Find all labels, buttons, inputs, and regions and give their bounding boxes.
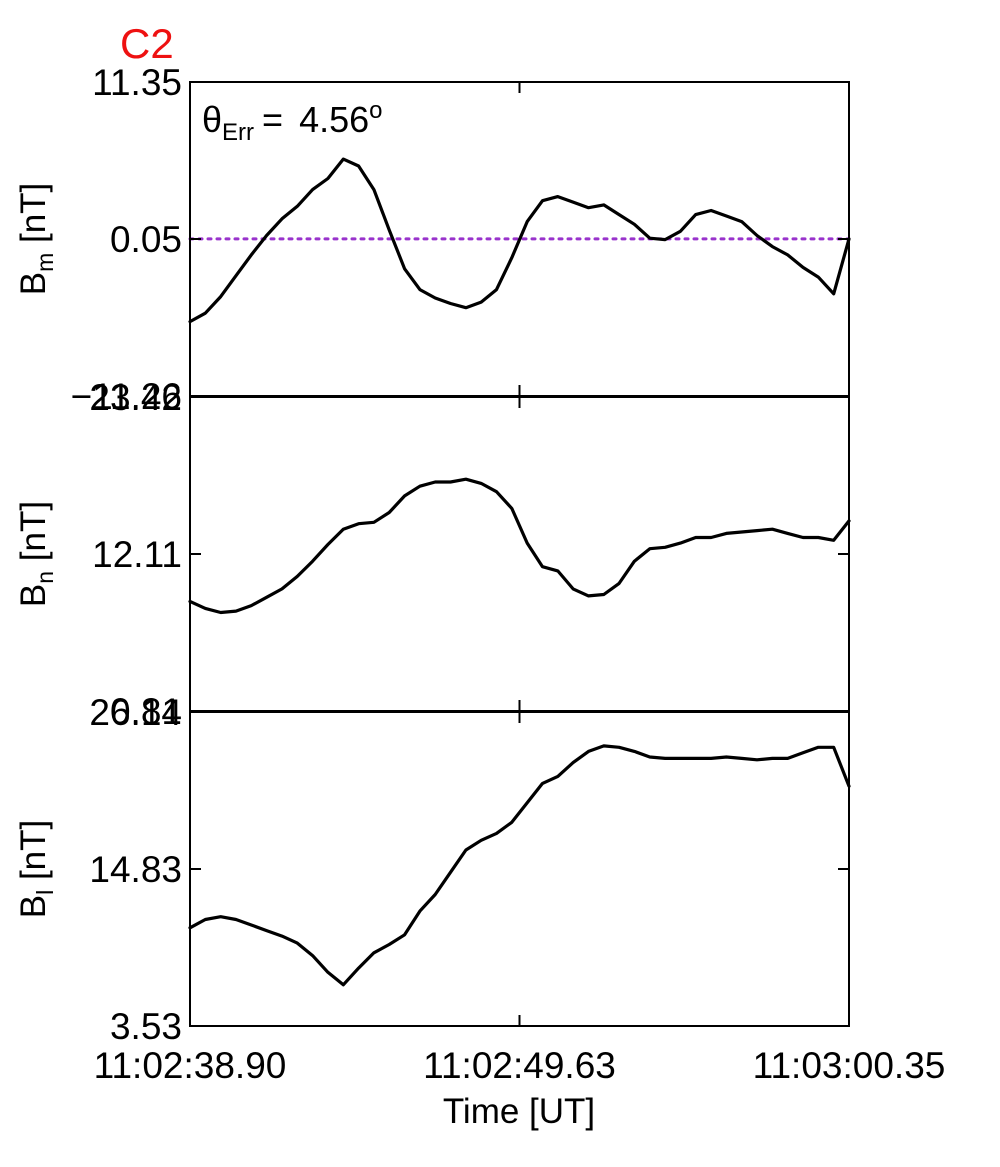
x-axis-label: Time [UT]	[443, 1092, 595, 1131]
ytick-label-bm-0: 11.35	[92, 62, 182, 103]
ytick-label-bm-2: −11.26	[71, 376, 182, 417]
y-axis-label-sub-bl: l	[32, 890, 58, 895]
series-line-bl-0	[188, 744, 851, 987]
ytick-label-bm-1: 0.05	[110, 219, 182, 260]
y-axis-label-unit-bm: [nT]	[14, 183, 53, 253]
y-axis-label-bn: Bn [nT]	[14, 501, 58, 607]
y-axis-label-sub-bn: n	[32, 571, 58, 584]
ytick-label-bl-2: 3.53	[110, 1006, 182, 1047]
y-axis-label-main-bl: B	[14, 895, 53, 918]
theta-equals: =	[262, 99, 283, 140]
ytick-label-bn-1: 12.11	[92, 534, 182, 575]
xtick-label-0: 11:02:38.90	[94, 1045, 287, 1086]
panel-label: C2	[120, 20, 174, 67]
ytick-label-bn-2: 0.81	[110, 691, 182, 732]
frame-bn	[189, 396, 850, 712]
xtick-label-1: 11:02:49.63	[423, 1045, 616, 1086]
y-axis-label-main-bn: B	[14, 584, 53, 607]
y-axis-label-sub-bm: m	[32, 253, 58, 272]
y-axis-label-bm: Bm [nT]	[14, 183, 58, 296]
theta-subscript: Err	[222, 119, 254, 146]
ytick-label-bl-1: 14.83	[89, 849, 182, 890]
series-line-bn-0	[188, 477, 851, 615]
xtick-label-2: 11:03:00.35	[753, 1045, 946, 1086]
ytick-label-bn-0: 23.42	[89, 377, 182, 418]
panel-bm: 11.35 0.05 −11.26 Bm [nT]	[14, 62, 851, 417]
ytick-label-bl-0: 26.14	[89, 692, 182, 733]
theta-error-annotation: θErr = 4.56o	[202, 97, 383, 146]
theta-value: 4.56	[299, 99, 369, 140]
y-axis-label-bl: Bl [nT]	[14, 820, 58, 919]
panel-bn: 23.42 12.11 0.81 Bn [nT]	[14, 377, 851, 732]
series-line-bm-0	[188, 157, 851, 324]
theta-symbol: θ	[202, 99, 222, 140]
theta-superscript: o	[369, 97, 382, 124]
y-axis-label-unit-bl: [nT]	[14, 820, 53, 890]
plot-panels: 11.35 0.05 −11.26 Bm [nT] 23.42 12.11 0.81 Bn […	[14, 62, 945, 1086]
y-axis-label-main-bm: B	[14, 272, 53, 295]
y-axis-label-unit-bn: [nT]	[14, 501, 53, 571]
